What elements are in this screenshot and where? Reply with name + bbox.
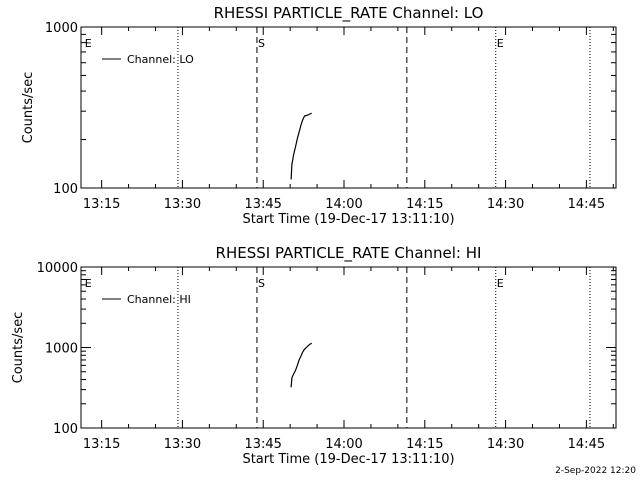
legend-label: Channel: LO <box>127 53 194 66</box>
y-tick-label: 100 <box>53 182 78 197</box>
x-tick-label: 13:15 <box>83 437 120 452</box>
x-tick-label: 14:00 <box>325 437 362 452</box>
marker-label: E <box>85 37 92 50</box>
series-line-0 <box>290 342 312 388</box>
chart-panel-0: RHESSI PARTICLE_RATE Channel: LO 13:15 13:… <box>21 4 617 227</box>
x-tick-label: 14:00 <box>325 197 362 212</box>
chart-title: RHESSI PARTICLE_RATE Channel: HI <box>216 244 482 263</box>
footer-date: 2-Sep-2022 12:20 <box>555 466 636 476</box>
marker-label: S <box>258 37 265 50</box>
y-tick-label: 1000 <box>45 342 78 357</box>
x-tick-label: 13:45 <box>244 197 281 212</box>
x-tick-label: 13:30 <box>164 437 201 452</box>
marker-label: S <box>258 277 265 290</box>
x-tick-label: 14:30 <box>487 437 524 452</box>
x-tick-label: 13:45 <box>244 437 281 452</box>
x-axis-label: Start Time (19-Dec-17 13:11:10) <box>242 212 454 227</box>
x-tick-label: 14:45 <box>568 437 605 452</box>
x-axis-label: Start Time (19-Dec-17 13:11:10) <box>242 452 454 467</box>
marker-label: E <box>85 277 92 290</box>
x-tick-label: 14:15 <box>406 437 443 452</box>
plot-frame <box>80 266 617 429</box>
x-tick-label: 13:15 <box>83 197 120 212</box>
legend-label: Channel: HI <box>127 293 191 306</box>
series-line-0 <box>290 112 312 180</box>
x-tick-label: 14:15 <box>406 197 443 212</box>
chart-panel-1: RHESSI PARTICLE_RATE Channel: HI 13:15 13:… <box>11 244 617 467</box>
marker-label: E <box>497 277 504 290</box>
plot-frame <box>80 26 617 189</box>
y-tick-label: 100 <box>53 422 78 437</box>
chart-title: RHESSI PARTICLE_RATE Channel: LO <box>214 4 484 23</box>
x-tick-label: 14:30 <box>487 197 524 212</box>
y-axis-label: Counts/sec <box>21 72 36 144</box>
x-tick-label: 13:30 <box>164 197 201 212</box>
y-tick-label: 10000 <box>37 261 78 276</box>
y-axis-label: Counts/sec <box>11 312 26 384</box>
marker-label: E <box>497 37 504 50</box>
x-tick-label: 14:45 <box>568 197 605 212</box>
y-tick-label: 1000 <box>45 21 78 36</box>
